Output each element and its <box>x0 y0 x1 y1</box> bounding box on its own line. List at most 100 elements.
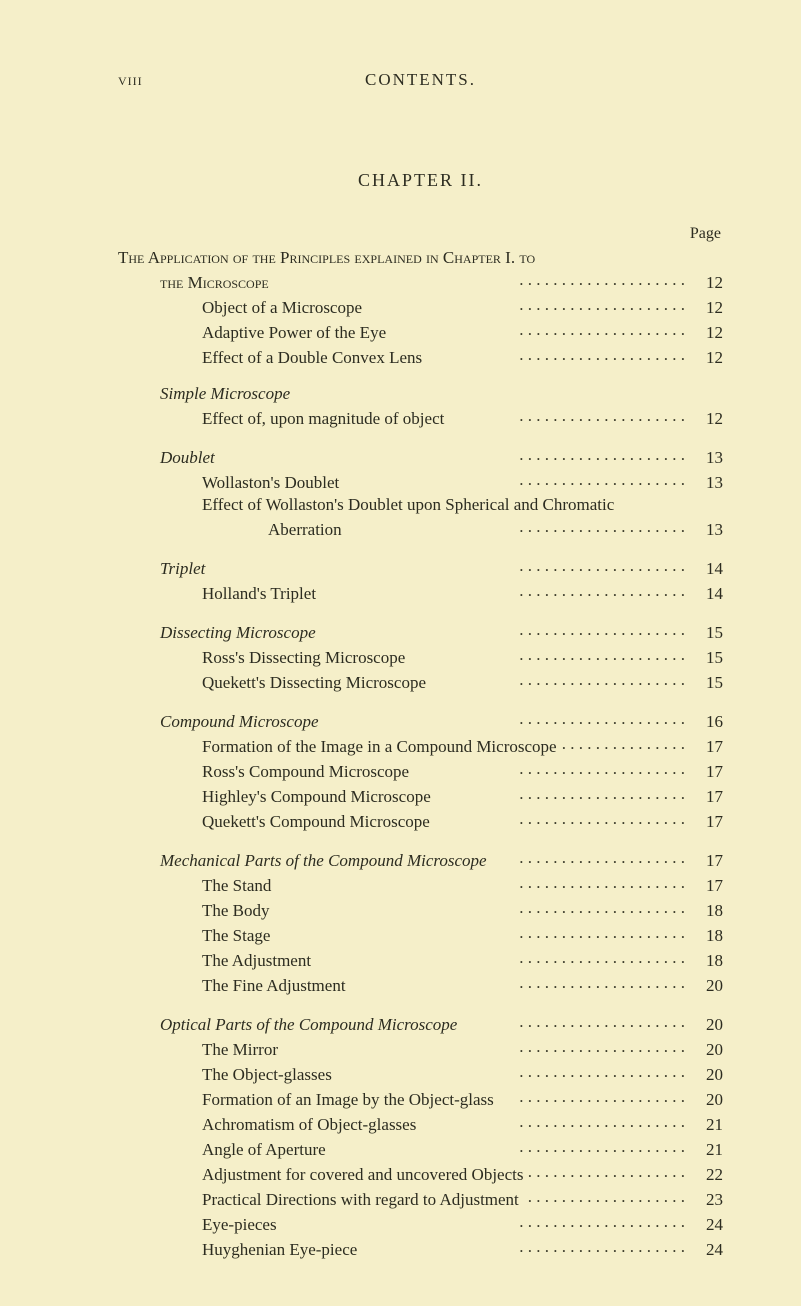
toc-entry-page: 18 <box>689 902 723 919</box>
toc-entry-label: Adaptive Power of the Eye <box>202 324 386 341</box>
toc-entry: Dissecting Microscope15 <box>118 619 723 644</box>
section-gap <box>118 997 723 1011</box>
running-title: CONTENTS. <box>178 70 723 90</box>
toc-leader-dots <box>209 557 685 574</box>
toc-entry-label: Holland's Triplet <box>202 585 316 602</box>
toc-leader-dots <box>274 924 685 941</box>
toc-entry-label: Effect of a Double Convex Lens <box>202 349 422 366</box>
toc-entry: The Stage 18 <box>118 922 723 947</box>
section-gap <box>118 369 723 383</box>
toc-entry-page: 12 <box>689 410 723 427</box>
toc-entry-label: The Stand <box>202 877 271 894</box>
page-column-label: Page <box>118 225 723 243</box>
toc-leader-dots <box>430 671 685 688</box>
toc-entry-page: 13 <box>689 521 723 538</box>
toc-entry-page: 14 <box>689 585 723 602</box>
toc-entry: Formation of an Image by the Object-glas… <box>118 1086 723 1111</box>
toc-entry-label: The Stage <box>202 927 270 944</box>
toc-entry-page: 14 <box>689 560 723 577</box>
toc-entry-label: Doublet <box>160 449 215 466</box>
toc-entry-label: Ross's Dissecting Microscope <box>202 649 405 666</box>
section-heading-text: The Application of the Principles explai… <box>118 249 535 266</box>
toc-entry-page: 13 <box>689 474 723 491</box>
toc-entry-page: 17 <box>689 738 723 755</box>
toc-entry: The Body 18 <box>118 897 723 922</box>
toc-entry: Highley's Compound Microscope17 <box>118 783 723 808</box>
toc-entry-label: Simple Microscope <box>160 385 290 402</box>
toc-entry: Aberration 13 <box>118 516 723 541</box>
toc-entry-label: The Mirror <box>202 1041 278 1058</box>
chapter-title: CHAPTER II. <box>118 170 723 191</box>
toc-entry: Optical Parts of the Compound Microscope… <box>118 1011 723 1036</box>
toc-entry-page: 21 <box>689 1116 723 1133</box>
toc-leader-dots <box>315 949 685 966</box>
toc-entry-page: 12 <box>689 324 723 341</box>
toc-entry-page: 17 <box>689 788 723 805</box>
toc-entry-label: Practical Directions with regard to Adju… <box>202 1191 519 1208</box>
toc-entry: The Adjustment18 <box>118 947 723 972</box>
toc-entry-label: The Adjustment <box>202 952 311 969</box>
toc-leader-dots <box>413 760 685 777</box>
toc-leader-dots <box>273 271 685 288</box>
toc-leader-dots <box>498 1088 685 1105</box>
toc-entry-page: 20 <box>689 1041 723 1058</box>
toc-entry-page: 24 <box>689 1216 723 1233</box>
toc-entry: Adaptive Power of the Eye 12 <box>118 319 723 344</box>
toc-entry: Effect of Wollaston's Doublet upon Spher… <box>118 494 723 516</box>
toc-entry-label: Effect of Wollaston's Doublet upon Spher… <box>202 496 614 513</box>
toc-entry: Formation of the Image in a Compound Mic… <box>118 733 723 758</box>
toc-leader-dots <box>330 1138 685 1155</box>
toc-entry-label: Triplet <box>160 560 205 577</box>
toc-leader-dots <box>343 471 685 488</box>
toc-entry: Ross's Dissecting Microscope15 <box>118 644 723 669</box>
toc-entry-label: Wollaston's Doublet <box>202 474 339 491</box>
toc-entry: Practical Directions with regard to Adju… <box>118 1186 723 1211</box>
toc-entry: the Microscope12 <box>118 269 723 294</box>
toc-entry-page: 18 <box>689 927 723 944</box>
toc-entry-page: 17 <box>689 813 723 830</box>
toc-entry-label: Formation of an Image by the Object-glas… <box>202 1091 494 1108</box>
toc-leader-dots <box>320 582 685 599</box>
toc-entry: Simple Microscope <box>118 383 723 405</box>
toc-leader-dots <box>426 346 685 363</box>
toc-entry: Wollaston's Doublet 13 <box>118 469 723 494</box>
toc-entry-label: The Body <box>202 902 270 919</box>
toc-entry-label: Ross's Compound Microscope <box>202 763 409 780</box>
toc-entry-label: Aberration <box>268 521 342 538</box>
toc-leader-dots <box>274 899 685 916</box>
toc-entry-label: Dissecting Microscope <box>160 624 316 641</box>
section-gap <box>118 605 723 619</box>
toc-entry-page: 17 <box>689 763 723 780</box>
toc-leader-dots <box>282 1038 685 1055</box>
toc-entry-page: 22 <box>689 1166 723 1183</box>
toc-entry-label: Achromatism of Object-glasses <box>202 1116 416 1133</box>
toc-entry-label: Effect of, upon magnitude of object <box>202 410 444 427</box>
toc-leader-dots <box>561 735 685 752</box>
toc-entry-page: 21 <box>689 1141 723 1158</box>
section-gap <box>118 541 723 555</box>
toc-entry-page: 20 <box>689 1016 723 1033</box>
toc-entry-label: Angle of Aperture <box>202 1141 326 1158</box>
toc-entry-page: 13 <box>689 449 723 466</box>
toc-entry: Angle of Aperture 21 <box>118 1136 723 1161</box>
section-gap <box>118 430 723 444</box>
toc-entry: Huyghenian Eye-piece24 <box>118 1236 723 1261</box>
toc-entry-label: Eye-pieces <box>202 1216 277 1233</box>
toc-entry-label: Huyghenian Eye-piece <box>202 1241 357 1258</box>
table-of-contents: the Microscope12Object of a Microscope12… <box>118 269 723 1261</box>
toc-entry-page: 20 <box>689 1091 723 1108</box>
toc-entry-label: Formation of the Image in a Compound Mic… <box>202 738 557 755</box>
toc-leader-dots <box>323 710 686 727</box>
toc-leader-dots <box>409 646 685 663</box>
toc-entry-page: 17 <box>689 852 723 869</box>
toc-entry-label: Quekett's Compound Microscope <box>202 813 430 830</box>
toc-entry: Object of a Microscope12 <box>118 294 723 319</box>
toc-leader-dots <box>219 446 685 463</box>
toc-leader-dots <box>390 321 685 338</box>
toc-entry-page: 15 <box>689 674 723 691</box>
toc-entry: Effect of, upon magnitude of object 12 <box>118 405 723 430</box>
toc-entry-label: Compound Microscope <box>160 713 319 730</box>
toc-entry-page: 12 <box>689 299 723 316</box>
toc-entry: Doublet 13 <box>118 444 723 469</box>
toc-entry: The Mirror 20 <box>118 1036 723 1061</box>
